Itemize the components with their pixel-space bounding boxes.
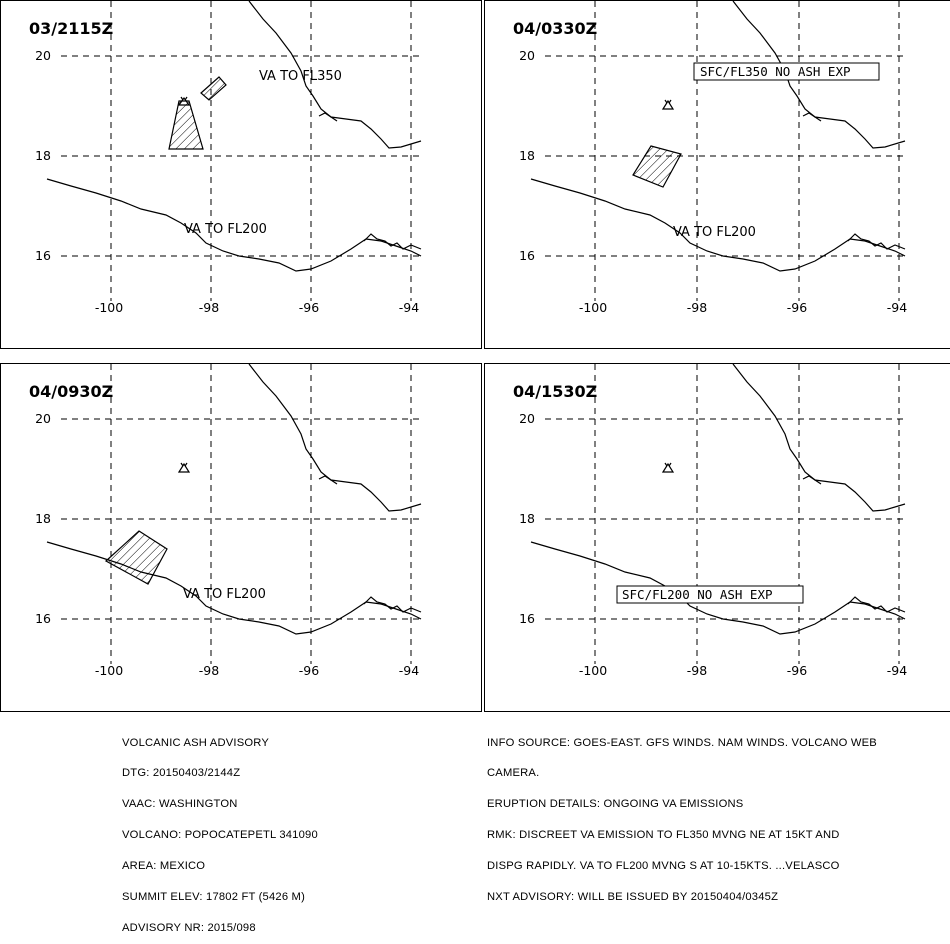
advisory-right-block: INFO SOURCE: GOES-EAST. GFS WINDS. NAM W… xyxy=(487,717,877,913)
coastline xyxy=(46,1,422,272)
lon-tick-100: -100 xyxy=(95,300,123,315)
panel-time-label: 04/0930Z xyxy=(29,382,114,401)
advisory-left-block: VOLCANIC ASH ADVISORY DTG: 20150403/2144… xyxy=(122,717,318,944)
advisory-line: CAMERA. xyxy=(487,767,540,780)
lon-tick-94: -94 xyxy=(887,663,907,678)
advisory-line: VOLCANO: POPOCATEPETL 341090 xyxy=(122,829,318,842)
ash-label: VA TO FL200 xyxy=(673,225,756,240)
map-panel-2: 04/0330Z 20 18 16 -100 -98 -96 -94 xyxy=(484,0,950,349)
advisory-line: ADVISORY NR: 2015/098 xyxy=(122,921,256,934)
advisory-line: VAAC: WASHINGTON xyxy=(122,798,238,811)
lon-tick-98: -98 xyxy=(199,300,219,315)
ash-polygon xyxy=(632,145,682,188)
grid-lines xyxy=(545,1,905,301)
ash-label: VA TO FL200 xyxy=(184,222,267,237)
lon-tick-96: -96 xyxy=(299,663,319,678)
boxed-label-frame xyxy=(693,62,880,81)
lat-tick-16: 16 xyxy=(35,611,51,626)
lon-tick-100: -100 xyxy=(95,663,123,678)
lat-tick-20: 20 xyxy=(35,411,51,426)
ash-label: VA TO FL200 xyxy=(183,587,266,602)
map-panel-4: 04/1530Z 20 18 16 -100 -98 -96 -94 SFC/F… xyxy=(484,363,950,712)
map-svg: 20 18 16 -100 -98 -96 -94 VA TO FL200 xyxy=(35,364,422,678)
lon-tick-98: -98 xyxy=(687,663,707,678)
lon-tick-94: -94 xyxy=(887,300,907,315)
map-svg: 20 18 16 -100 -98 -96 -94 SFC/FL350 NO A… xyxy=(519,1,907,315)
coastline xyxy=(530,1,906,272)
advisory-line: SUMMIT ELEV: 17802 FT (5426 M) xyxy=(122,891,305,904)
advisory-line: DISPG RAPIDLY. VA TO FL200 MVNG S AT 10-… xyxy=(487,860,840,873)
boxed-label-frame xyxy=(616,585,804,604)
lat-tick-20: 20 xyxy=(35,48,51,63)
volcano-icon xyxy=(661,462,675,473)
lat-tick-18: 18 xyxy=(519,511,535,526)
map-panel-1: 03/2115Z 20 18 16 -100 -98 -96 -94 xyxy=(0,0,482,349)
lat-tick-16: 16 xyxy=(519,248,535,263)
advisory-line: RMK: DISCREET VA EMISSION TO FL350 MVNG … xyxy=(487,829,840,842)
lat-tick-20: 20 xyxy=(519,48,535,63)
panel-time-label: 04/1530Z xyxy=(513,382,598,401)
map-svg: 20 18 16 -100 -98 -96 -94 SFC/FL200 NO A… xyxy=(519,364,907,678)
lon-tick-96: -96 xyxy=(299,300,319,315)
ash-label: VA TO FL350 xyxy=(259,69,342,84)
lon-tick-98: -98 xyxy=(199,663,219,678)
volcano-icon xyxy=(661,99,675,110)
lat-tick-18: 18 xyxy=(35,148,51,163)
lon-tick-98: -98 xyxy=(687,300,707,315)
map-svg: 20 18 16 -100 -98 -96 -94 VA TO FL350 VA… xyxy=(35,1,422,315)
boxed-label: SFC/FL200 NO ASH EXP xyxy=(622,587,773,602)
boxed-label: SFC/FL350 NO ASH EXP xyxy=(700,64,851,79)
lon-tick-100: -100 xyxy=(579,300,607,315)
advisory-line: NXT ADVISORY: WILL BE ISSUED BY 20150404… xyxy=(487,891,779,904)
advisory-line: AREA: MEXICO xyxy=(122,860,206,873)
panel-time-label: 04/0330Z xyxy=(513,19,598,38)
advisory-line: ERUPTION DETAILS: ONGOING VA EMISSIONS xyxy=(487,798,744,811)
ash-polygon xyxy=(168,76,227,150)
lat-tick-18: 18 xyxy=(35,511,51,526)
lon-tick-100: -100 xyxy=(579,663,607,678)
lon-tick-94: -94 xyxy=(399,300,419,315)
advisory-line: VOLCANIC ASH ADVISORY xyxy=(122,736,269,749)
lon-tick-94: -94 xyxy=(399,663,419,678)
advisory-line: DTG: 20150403/2144Z xyxy=(122,767,241,780)
advisory-line: INFO SOURCE: GOES-EAST. GFS WINDS. NAM W… xyxy=(487,736,877,749)
lat-tick-16: 16 xyxy=(35,248,51,263)
panel-time-label: 03/2115Z xyxy=(29,19,114,38)
ash-polygon xyxy=(104,530,168,585)
lon-tick-96: -96 xyxy=(787,663,807,678)
lat-tick-18: 18 xyxy=(519,148,535,163)
lon-tick-96: -96 xyxy=(787,300,807,315)
volcano-icon xyxy=(177,462,191,473)
coastline xyxy=(530,364,906,635)
lat-tick-20: 20 xyxy=(519,411,535,426)
map-panel-3: 04/0930Z 20 18 16 -100 -98 -96 -94 xyxy=(0,363,482,712)
lat-tick-16: 16 xyxy=(519,611,535,626)
